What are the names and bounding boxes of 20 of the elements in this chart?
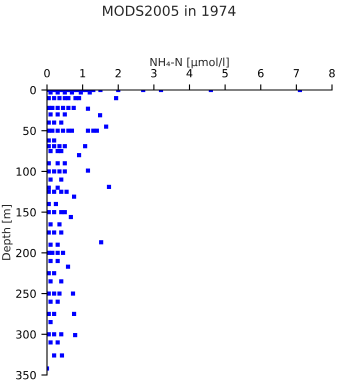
x-tick-label: 7 <box>294 69 299 78</box>
x-tick-label: 1 <box>80 69 86 78</box>
x-tick-label: 8 <box>329 69 335 78</box>
x-tick-label: 5 <box>222 69 228 78</box>
x-tick-label: 3 <box>151 69 157 78</box>
chart-title: MODS2005 in 1974 <box>103 5 236 16</box>
y-tick-label: 200 <box>16 248 36 258</box>
y-tick-label: 250 <box>16 290 36 298</box>
y-axis-title: Depth [m] <box>2 205 13 260</box>
y-tick-label: 350 <box>16 370 36 380</box>
y-tick-label: 50 <box>23 126 36 136</box>
x-tick-label: 2 <box>116 69 121 78</box>
y-tick-label: 100 <box>16 167 36 176</box>
y-tick-label: 300 <box>16 330 36 339</box>
y-tick-label: 150 <box>16 208 36 217</box>
x-tick-label: 4 <box>186 69 192 78</box>
y-tick-label: 0 <box>30 86 36 94</box>
x-axis-title: NH₄-N [µmol/l] <box>150 58 229 68</box>
x-tick-label: 6 <box>258 69 264 78</box>
x-tick-label: 0 <box>44 69 50 78</box>
